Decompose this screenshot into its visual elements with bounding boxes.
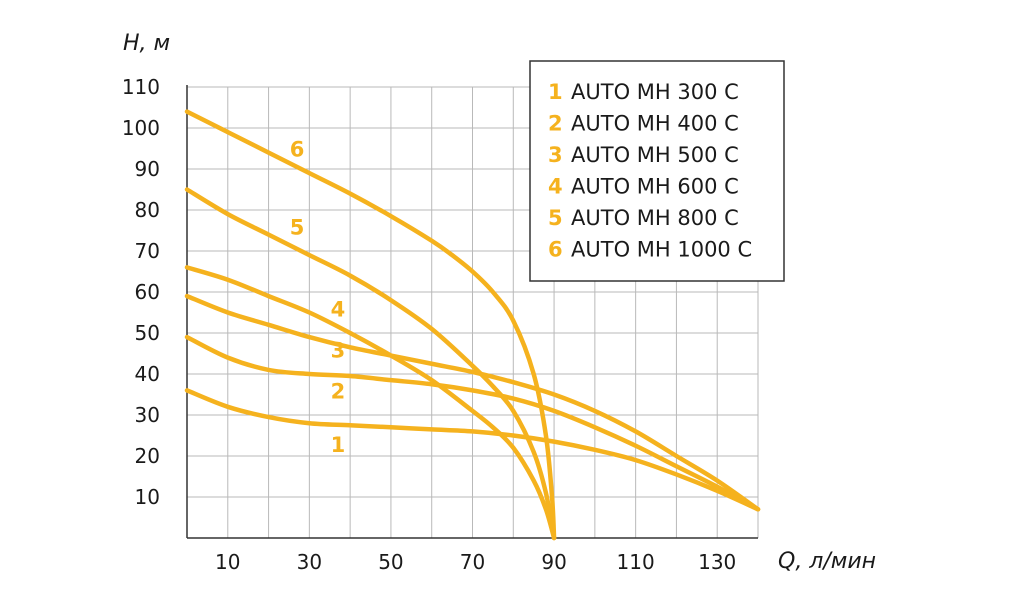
y-tick-label: 40 bbox=[135, 362, 160, 386]
x-tick-label: 90 bbox=[541, 550, 566, 574]
y-tick-label: 70 bbox=[135, 239, 160, 263]
legend-number-1: 1 bbox=[548, 80, 563, 104]
y-tick-label: 10 bbox=[135, 485, 160, 509]
y-tick-label: 20 bbox=[135, 444, 160, 468]
series-layer bbox=[184, 109, 761, 541]
y-tick-label: 50 bbox=[135, 321, 160, 345]
curve-label-2: 2 bbox=[331, 380, 346, 404]
y-tick-label: 110 bbox=[122, 75, 160, 99]
y-tick-label: 30 bbox=[135, 403, 160, 427]
y-tick-label: 90 bbox=[135, 157, 160, 181]
y-axis-title: H, м bbox=[123, 31, 170, 56]
x-tick-label: 70 bbox=[460, 550, 485, 574]
axes: 10 30 50 70 90 110 130 10 20 30 40 50 60 70 80 90 100 110 bbox=[122, 75, 758, 574]
legend-number-4: 4 bbox=[548, 175, 563, 199]
curve-label-4: 4 bbox=[331, 298, 346, 322]
series-line-3 bbox=[184, 293, 761, 512]
legend-entry-4: AUTO MH 600 C bbox=[571, 175, 739, 199]
x-tick-label: 30 bbox=[297, 550, 322, 574]
series-line-6 bbox=[184, 109, 557, 541]
legend-number-5: 5 bbox=[548, 206, 563, 230]
x-tick-label: 130 bbox=[698, 550, 736, 574]
legend-entry-1: AUTO MH 300 C bbox=[571, 80, 739, 104]
legend-entry-6: AUTO MH 1000 C bbox=[571, 238, 752, 262]
x-tick-label: 10 bbox=[215, 550, 240, 574]
legend-entry-3: AUTO MH 500 C bbox=[571, 143, 739, 167]
legend-entry-2: AUTO MH 400 C bbox=[571, 112, 739, 136]
curve-label-3: 3 bbox=[331, 339, 346, 363]
curve-label-1: 1 bbox=[331, 433, 346, 457]
legend-number-6: 6 bbox=[548, 238, 563, 262]
x-axis-title: Q, л/мин bbox=[778, 549, 876, 574]
curve-label-6: 6 bbox=[290, 138, 305, 162]
series-line-4 bbox=[184, 265, 557, 541]
series-line-5 bbox=[184, 187, 557, 541]
x-tick-label: 50 bbox=[378, 550, 403, 574]
y-tick-label: 80 bbox=[135, 198, 160, 222]
legend-entry-5: AUTO MH 800 C bbox=[571, 206, 739, 230]
series-line-2 bbox=[184, 334, 761, 512]
legend: 1 AUTO MH 300 C 2 AUTO MH 400 C 3 AUTO MH 500… bbox=[529, 60, 785, 282]
series-line-1 bbox=[184, 388, 761, 512]
x-tick-label: 110 bbox=[617, 550, 655, 574]
legend-box bbox=[529, 60, 785, 282]
legend-number-3: 3 bbox=[548, 143, 563, 167]
curve-labels: 1 2 3 4 5 6 bbox=[290, 138, 345, 457]
curve-label-5: 5 bbox=[290, 216, 305, 240]
y-tick-label: 100 bbox=[122, 116, 160, 140]
y-tick-label: 60 bbox=[135, 280, 160, 304]
legend-number-2: 2 bbox=[548, 112, 563, 136]
